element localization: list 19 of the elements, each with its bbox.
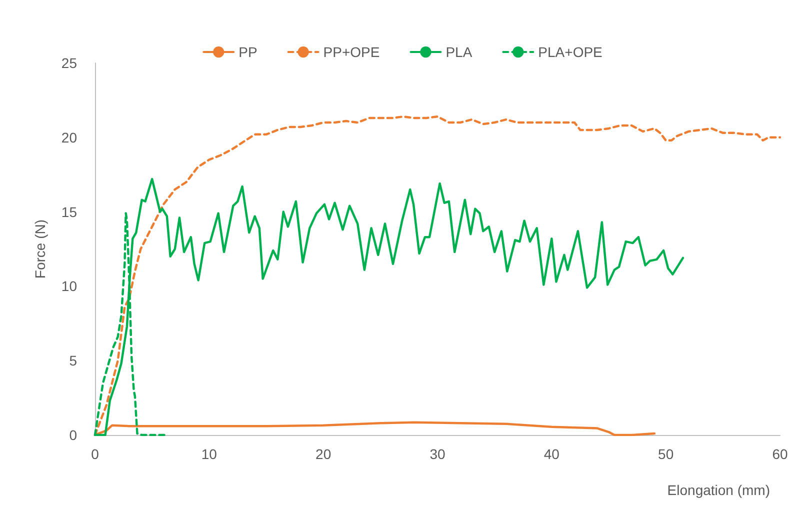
legend-label: PP: [238, 44, 258, 60]
x-tick-label: 40: [544, 446, 560, 462]
y-axis-title: Force (N): [32, 219, 48, 279]
x-tick-label: 60: [772, 446, 788, 462]
y-tick-label: 10: [61, 278, 78, 294]
x-tick-label: 10: [201, 446, 218, 462]
legend-label: PLA: [446, 44, 473, 60]
legend-label: PP+OPE: [323, 44, 380, 60]
x-tick-label: 0: [91, 446, 100, 462]
x-tick-label: 20: [316, 446, 332, 462]
y-tick-label: 5: [69, 352, 78, 369]
x-axis-title: Elongation (mm): [667, 482, 770, 498]
legend-label: PLA+OPE: [538, 44, 602, 60]
y-tick-label: 25: [61, 55, 78, 71]
y-tick-label: 20: [61, 129, 78, 146]
y-tick-label: 15: [61, 204, 78, 220]
y-tick-label: 0: [69, 427, 78, 443]
x-tick-label: 50: [658, 446, 674, 462]
x-tick-label: 30: [430, 446, 446, 462]
